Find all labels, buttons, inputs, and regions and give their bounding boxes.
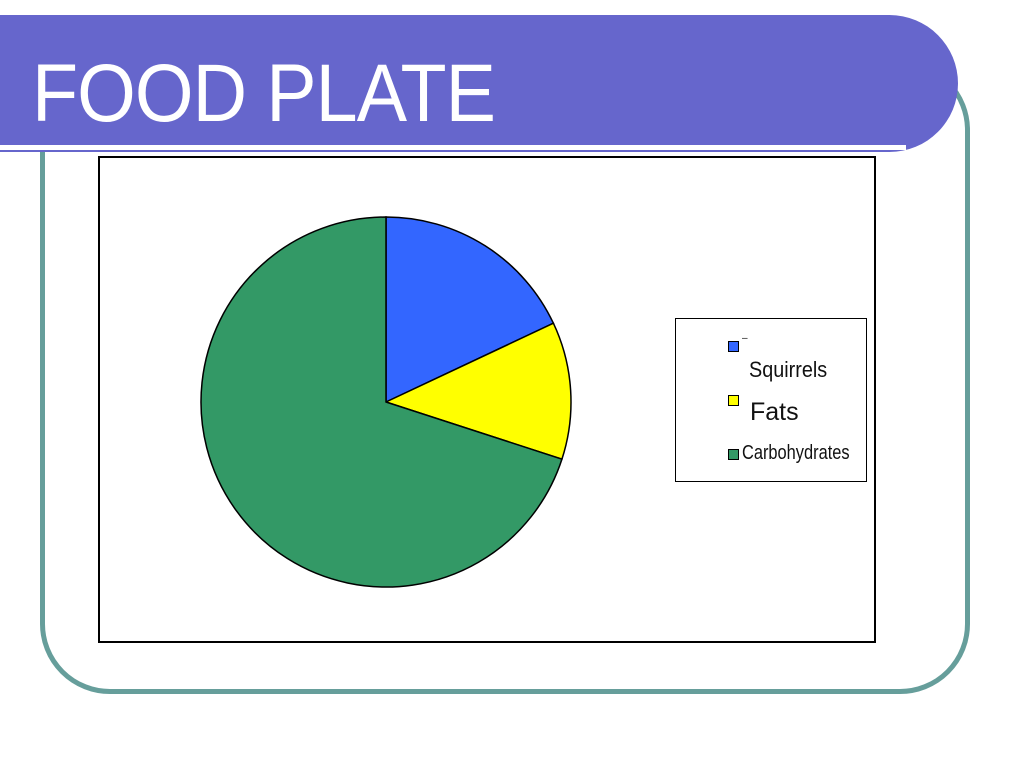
title-bar: FOOD PLATE xyxy=(0,15,958,152)
pie-slice-squirrels xyxy=(385,216,555,404)
title-underline xyxy=(0,145,906,150)
legend-label-squirrels: Squirrels xyxy=(749,357,828,382)
legend-label-carbohydrates: Carbohydrates xyxy=(742,442,850,464)
chart-legend: – Squirrels Fats Carbohydrates xyxy=(675,318,867,482)
slide-title: FOOD PLATE xyxy=(32,48,496,139)
legend-swatch-squirrels xyxy=(728,341,739,352)
legend-dash: – xyxy=(742,333,748,344)
legend-label-fats: Fats xyxy=(750,398,799,426)
pie-chart xyxy=(200,216,572,588)
legend-swatch-fats xyxy=(728,395,739,406)
pie-slice-carbohydrates xyxy=(200,216,563,588)
legend-swatch-carbohydrates xyxy=(728,449,739,460)
pie-slice-fats xyxy=(383,322,572,461)
